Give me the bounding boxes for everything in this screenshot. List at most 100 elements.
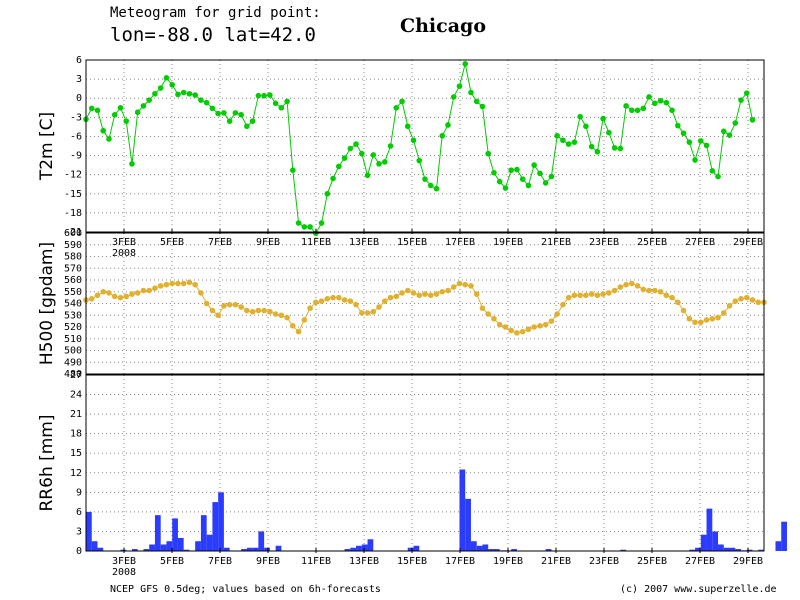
t2m-data-point [697, 138, 704, 144]
t2m-data-point [111, 111, 118, 118]
h500-data-point [404, 287, 411, 294]
t2m-data-point [531, 162, 537, 168]
h500-data-point [669, 294, 675, 301]
rr6h-bar [344, 549, 351, 551]
y-tick-label: 550 [64, 287, 82, 298]
h500-data-point [686, 315, 693, 322]
h500-data-point [381, 298, 388, 304]
date-tick-label-bottom: 11FEB [301, 556, 331, 567]
h500-data-point [100, 288, 107, 295]
rr6h-bar [493, 549, 500, 551]
t2m-data-point [404, 123, 411, 130]
rr6h-bar [367, 539, 374, 551]
t2m-data-point [255, 92, 262, 99]
header-title: Meteogram for grid point: [110, 5, 321, 21]
t2m-data-point [445, 122, 451, 128]
y-tick-label: -15 [64, 189, 82, 200]
t2m-data-point [295, 220, 302, 226]
t2m-data-point [215, 110, 221, 117]
h500-data-point [629, 280, 635, 287]
y-tick-label: 570 [64, 263, 82, 274]
date-tick-label-top: 15FEB [397, 237, 427, 248]
h500-data-point [106, 290, 112, 296]
h500-data-point [525, 326, 532, 333]
rr6h-bar [689, 549, 696, 551]
h500-data-point [617, 284, 624, 290]
h500-data-point [370, 308, 377, 315]
t2m-data-point [749, 117, 756, 123]
t2m-data-point [157, 85, 164, 91]
h500-data-point [226, 301, 233, 308]
h500-data-point [640, 286, 647, 293]
rr6h-bar [200, 515, 207, 551]
h500-data-point [657, 288, 664, 295]
t2m-data-point [100, 127, 107, 134]
t2m-data-point [106, 136, 112, 142]
t2m-data-point [175, 91, 181, 98]
h500-data-point [462, 281, 469, 288]
t2m-data-point [738, 97, 744, 103]
h500-data-point [611, 287, 618, 294]
rr6h-bar [746, 549, 753, 551]
h500-data-point [123, 293, 130, 300]
footer-copyright: (c) 2007 www.superzelle.de [620, 584, 777, 595]
h500-data-point [542, 321, 549, 328]
t2m-data-point [221, 110, 227, 116]
t2m-data-point [640, 105, 647, 112]
y-tick-label: 24 [70, 390, 82, 401]
h500-data-point [267, 308, 273, 315]
y-tick-label: 6 [76, 55, 82, 66]
y-tick-label: 510 [64, 334, 82, 345]
rr6h-bar [545, 549, 552, 551]
h500-data-point [652, 287, 658, 294]
t2m-data-point [146, 97, 153, 103]
h500-data-point [111, 293, 118, 300]
date-tick-label-bottom: 25FEB [637, 556, 667, 567]
t2m-data-point [353, 141, 359, 147]
rr6h-bar [488, 549, 494, 551]
rr6h-bar [143, 549, 150, 551]
h500-data-point [134, 290, 141, 296]
rr6h-bar [264, 547, 270, 551]
h500-data-point [715, 314, 721, 321]
h500-data-point [249, 308, 256, 315]
t2m-data-point [600, 115, 606, 122]
y-tick-label: 3 [76, 526, 82, 537]
t2m-data-point [594, 148, 601, 155]
h500-data-point [433, 291, 440, 297]
t2m-data-point [743, 90, 750, 96]
t2m-data-point [588, 143, 595, 150]
h500-data-point [146, 287, 153, 294]
rr6h-bar [258, 531, 265, 551]
t2m-data-point [163, 75, 170, 81]
t2m-data-point [278, 104, 285, 111]
t2m-data-point [715, 173, 721, 180]
h500-data-point [634, 283, 641, 289]
h500-data-point [508, 327, 514, 334]
date-tick-label-bottom: 7FEB [208, 556, 232, 567]
t2m-data-point [290, 167, 296, 174]
t2m-data-point [152, 90, 158, 97]
y-tick-label: 3 [76, 74, 82, 85]
t2m-data-point [410, 137, 417, 144]
rr6h-bar [476, 545, 483, 551]
h500-data-point [88, 296, 95, 302]
year-label: 2008 [112, 248, 136, 259]
y-tick-label: 560 [64, 275, 82, 286]
rr6h-bar [781, 521, 787, 551]
t2m-data-point [703, 142, 710, 149]
rr6h-bar [459, 469, 466, 551]
t2m-data-point [123, 118, 130, 124]
y-tick-label: 18 [70, 429, 82, 440]
h500-data-point [341, 297, 348, 303]
t2m-data-point [433, 185, 440, 192]
date-tick-label-top: 23FEB [589, 237, 619, 248]
t2m-data-point [583, 123, 589, 130]
h500-data-point [445, 287, 451, 294]
h500-data-point [353, 301, 359, 308]
t2m-data-point [519, 176, 526, 182]
y-tick-label: 0 [76, 93, 82, 104]
t2m-data-point [88, 105, 95, 112]
t2m-data-point [358, 150, 365, 157]
header-city: Chicago [400, 15, 486, 37]
